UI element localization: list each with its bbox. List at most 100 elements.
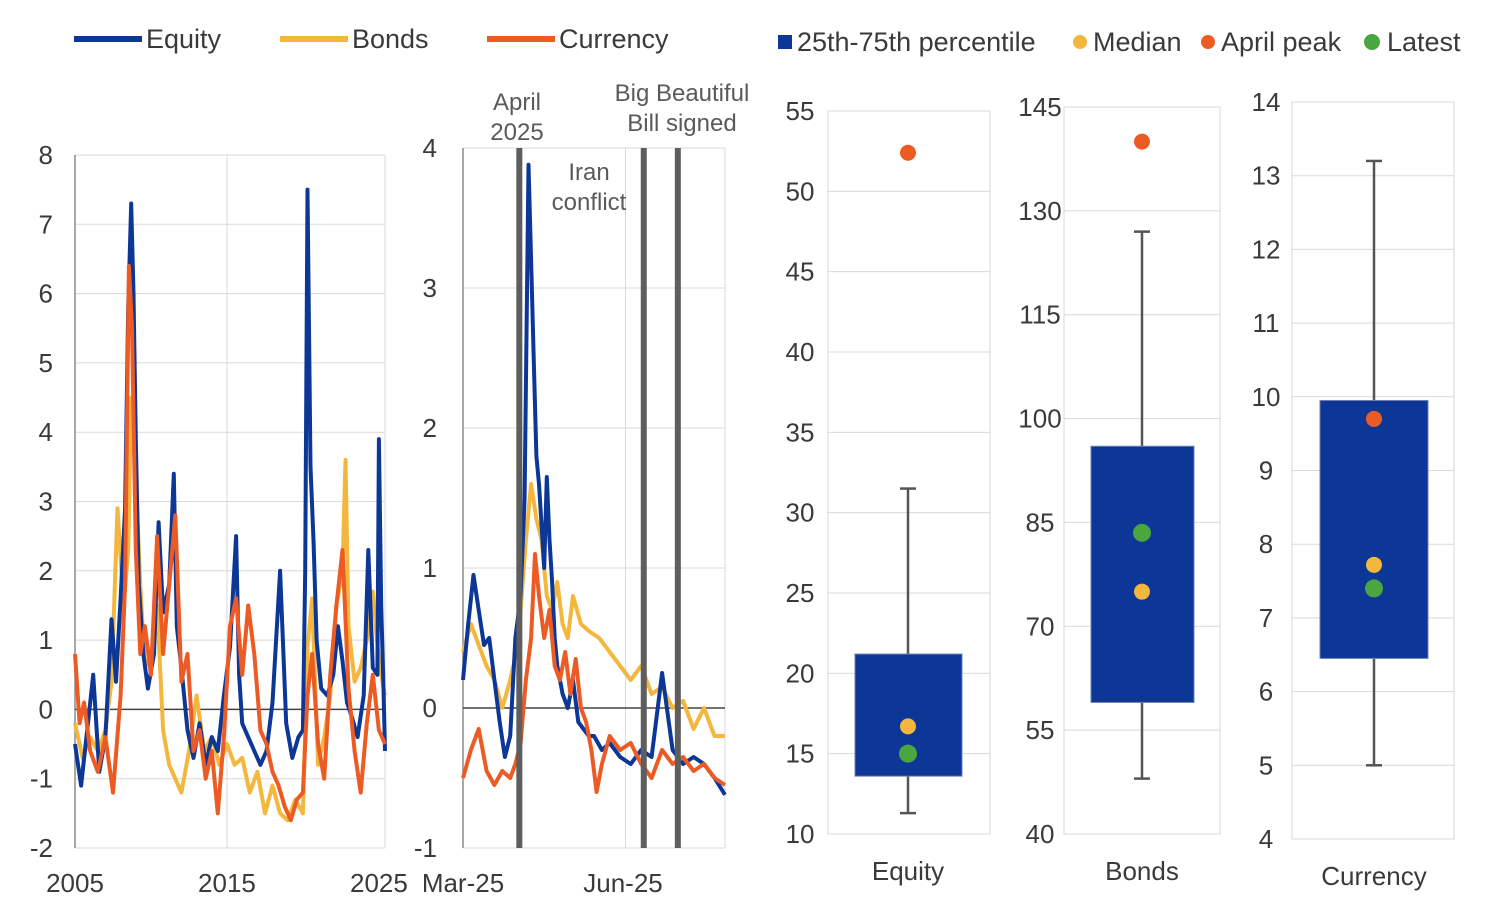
panel-long-history-series [73,187,387,823]
x-tick-label: 2005 [46,868,104,898]
y-tick-label: 70 [1026,611,1055,641]
y-tick-label: 0 [423,693,437,723]
box-legend: 25th-75th percentile Median April peak L… [778,27,1461,57]
x-tick-label: 2025 [350,868,408,898]
category-label: Currency [1321,861,1426,891]
y-tick-label: 20 [786,658,815,688]
plot-frame [1063,106,1221,835]
x-tick-label: Jun-25 [583,868,663,898]
y-tick-label: 55 [1026,715,1055,745]
event-label: conflict [552,189,627,216]
april-peak-marker [1366,410,1382,427]
y-tick-label: 13 [1252,161,1281,191]
legend-label-equity: Equity [146,24,222,54]
y-tick-label: 7 [39,209,53,239]
panel-recent-ticks: -1 0 1 2 3 4 Mar-25 Jun-25 [414,133,663,898]
y-tick-label: 115 [1019,300,1060,330]
category-label: Equity [872,856,944,886]
y-tick-label: 4 [39,417,53,447]
x-tick-label: 2015 [198,868,256,898]
y-tick-label: 10 [1252,382,1281,412]
legend-label-april-peak: April peak [1221,27,1342,57]
series-line-currency [73,263,387,823]
median-marker [1366,556,1382,573]
legend-label-latest: Latest [1387,27,1461,57]
legend-swatch-latest [1364,34,1380,50]
legend-label-bonds: Bonds [352,24,429,54]
latest-marker [1365,579,1383,598]
panel-recent-grid [462,147,726,849]
legend-swatch-percentile [778,35,792,49]
box-panel-bonds: 40 55 70 85 100 115 130 145 Bonds [1018,92,1221,886]
y-tick-label: 85 [1026,507,1055,537]
y-tick-label: -2 [30,833,53,863]
y-tick-label: 5 [1259,750,1273,780]
panel-long-history: -2 -1 0 1 2 3 4 5 6 7 8 2005 2015 2025 [30,140,408,898]
series-line-bonds [461,482,725,738]
y-tick-label: 1 [39,625,53,655]
legend-swatch-april-peak [1201,35,1215,49]
y-tick-label: 11 [1253,308,1280,338]
line-legend: Equity Bonds Currency [74,24,669,54]
panel-recent-events: April 2025 Iran conflict Big Beautiful Bill s… [490,80,749,848]
y-tick-label: 0 [39,694,53,724]
box-panel-currency: 4 5 6 7 8 9 10 11 12 13 14 Currency [1252,87,1455,891]
y-tick-label: 40 [1026,819,1055,849]
y-tick-label: 50 [786,176,815,206]
event-label: Bill signed [627,110,736,137]
box-panel-equity: 10 15 20 25 30 35 40 45 50 55 Equity [786,96,991,886]
median-marker [900,718,916,735]
april-peak-marker [900,144,916,161]
y-tick-label: 15 [786,739,815,769]
y-tick-label: 45 [786,257,815,287]
y-tick-label: 40 [786,337,815,367]
legend-label-currency: Currency [559,24,669,54]
latest-marker [899,744,917,763]
y-tick-label: -1 [414,833,437,863]
plot-frame [1291,101,1455,840]
y-tick-label: 12 [1252,234,1281,264]
y-tick-label: 4 [423,133,437,163]
category-label: Bonds [1105,856,1179,886]
legend-label-median: Median [1093,27,1182,57]
event-label: Iran [568,159,609,186]
event-label: 2025 [490,119,543,146]
y-tick-label: 4 [1259,824,1273,854]
event-label: Big Beautiful [615,80,750,107]
y-tick-label: 145 [1018,92,1061,122]
y-tick-label: 10 [786,819,815,849]
y-tick-label: 30 [786,498,815,528]
legend-swatch-median [1073,35,1087,49]
event-label: April [493,89,541,116]
percentile-box [1090,445,1195,703]
panel-long-history-grid [74,154,386,849]
panel-recent: April 2025 Iran conflict Big Beautiful Bill s… [414,80,750,898]
y-tick-label: 8 [1259,529,1273,559]
y-tick-label: 2 [423,413,437,443]
panel-long-history-ticks: -2 -1 0 1 2 3 4 5 6 7 8 2005 2015 2025 [30,140,408,898]
legend-label-percentile: 25th-75th percentile [797,27,1036,57]
y-tick-label: 100 [1018,404,1061,434]
series-line-equity [461,162,727,796]
y-tick-label: 9 [1259,456,1273,486]
series-line-currency [461,552,727,794]
y-tick-label: 55 [786,96,815,126]
y-tick-label: 5 [39,348,53,378]
april-peak-marker [1134,133,1150,150]
y-tick-label: 14 [1252,87,1281,117]
y-tick-label: 6 [39,279,53,309]
y-tick-label: 25 [786,578,815,608]
plot-frame [827,110,991,835]
percentile-box [1319,399,1429,659]
y-tick-label: 8 [39,140,53,170]
y-tick-label: 1 [423,553,437,583]
median-marker [1134,583,1150,600]
latest-marker [1133,523,1151,542]
y-tick-label: 2 [39,556,53,586]
y-tick-label: 130 [1018,196,1061,226]
x-tick-label: Mar-25 [422,868,504,898]
panel-recent-series [461,162,727,796]
y-tick-label: 3 [423,273,437,303]
